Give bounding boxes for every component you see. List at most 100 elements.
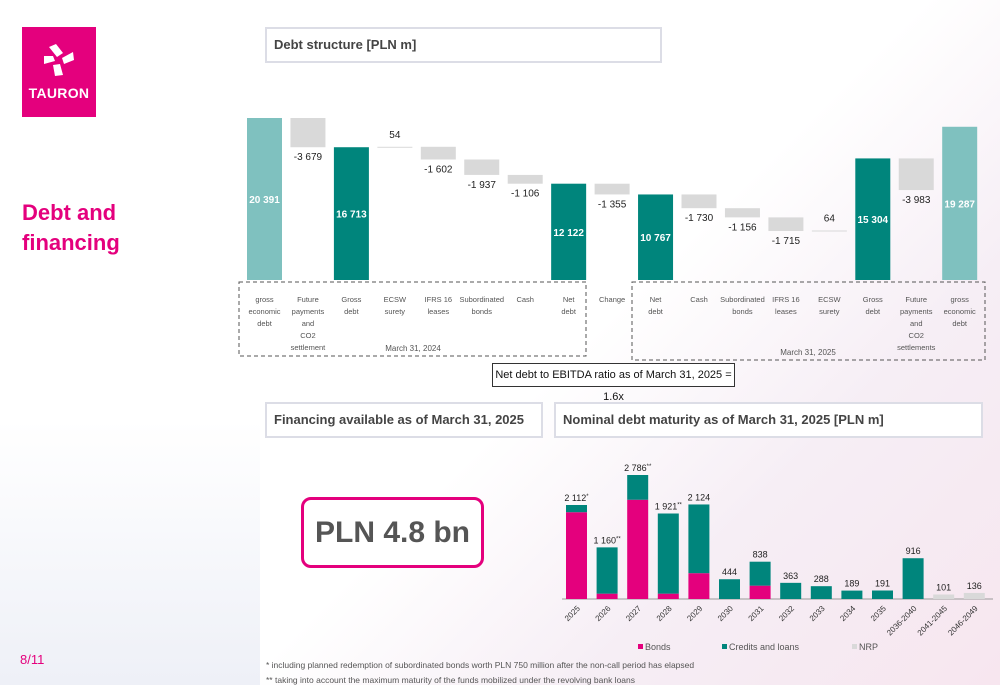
waterfall-bar (638, 194, 674, 280)
maturity-value-label: 1 921** (655, 501, 683, 511)
waterfall-category-label: debt (865, 307, 881, 316)
waterfall-value-label: -1 602 (424, 165, 453, 176)
waterfall-category-label: leases (775, 307, 797, 316)
waterfall-value-label: -1 937 (468, 180, 497, 191)
page-number: 8/11 (20, 652, 45, 667)
waterfall-value-label: -1 355 (598, 199, 627, 210)
debt-structure-title: Debt structure [PLN m] (265, 27, 662, 63)
waterfall-value-label: 64 (824, 214, 836, 225)
legend-label: Bonds (645, 642, 671, 652)
waterfall-category-label: leases (427, 307, 449, 316)
waterfall-value-label: -1 715 (772, 236, 801, 247)
waterfall-bar (551, 183, 587, 280)
waterfall-category-label: debt (648, 307, 664, 316)
maturity-value-label: 916 (906, 546, 921, 556)
waterfall-value-label: -3 679 (294, 152, 323, 163)
maturity-bar-segment (596, 547, 618, 594)
waterfall-value-label: -3 983 (902, 195, 931, 206)
waterfall-bar (724, 208, 760, 218)
maturity-category-label: 2033 (808, 604, 827, 623)
waterfall-category-label: debt (561, 307, 577, 316)
ratio-note: Net debt to EBITDA ratio as of March 31,… (492, 363, 735, 403)
maturity-category-label: 2025 (563, 604, 582, 623)
waterfall-category-label: gross (951, 295, 970, 304)
maturity-title: Nominal debt maturity as of March 31, 20… (554, 402, 983, 438)
legend-label: NRP (859, 642, 878, 652)
maturity-value-label: 288 (814, 574, 829, 584)
maturity-category-label: 2031 (747, 604, 766, 623)
maturity-bar-segment (780, 582, 802, 599)
logo-mark-icon (44, 44, 74, 76)
maturity-category-label: 2032 (777, 604, 796, 623)
waterfall-category-label: Gross (863, 295, 883, 304)
maturity-bar-segment (688, 504, 710, 574)
maturity-bar-segment (872, 590, 893, 599)
waterfall-category-label: ECSW (384, 295, 407, 304)
maturity-bar-segment (657, 593, 679, 599)
waterfall-bar (898, 158, 934, 191)
maturity-category-label: 2028 (655, 604, 674, 623)
maturity-category-label: 2036-2040 (885, 604, 919, 638)
maturity-value-label: 101 (936, 583, 951, 593)
waterfall-value-label: 12 122 (553, 228, 584, 239)
maturity-value-label: 363 (783, 571, 798, 581)
maturity-value-label: 191 (875, 578, 890, 588)
maturity-bar-segment (841, 590, 863, 599)
maturity-bar-segment (749, 585, 771, 599)
waterfall-bar (855, 158, 891, 280)
waterfall-value-label: 54 (389, 130, 401, 141)
financing-title: Financing available as of March 31, 2025 (265, 402, 543, 438)
waterfall-bar (464, 159, 500, 175)
group-box-2025 (631, 281, 986, 361)
maturity-value-label: 838 (753, 550, 768, 560)
background-shade (0, 420, 260, 685)
maturity-category-label: 2030 (716, 604, 735, 623)
waterfall-category-label: Future (297, 295, 319, 304)
waterfall-category-label: payments (292, 307, 325, 316)
waterfall-category-label: debt (952, 319, 968, 328)
legend-label: Credits and loans (729, 642, 800, 652)
waterfall-value-label: -1 156 (728, 222, 757, 233)
waterfall-category-label: Cash (516, 295, 534, 304)
side-title-line2: financing (22, 230, 120, 255)
footnote-2: ** taking into account the maximum matur… (266, 675, 636, 685)
group-label-2025: March 31, 2025 (780, 348, 836, 357)
waterfall-category-label: Net (563, 295, 576, 304)
waterfall-value-label: -1 106 (511, 189, 540, 200)
waterfall-category-label: economic (248, 307, 280, 316)
maturity-bar-segment (719, 579, 740, 599)
legend-swatch (722, 644, 727, 649)
waterfall-category-label: surety (819, 307, 840, 316)
maturity-value-label: 1 160** (593, 535, 621, 545)
maturity-bar-segment (657, 513, 679, 594)
maturity-bar-segment (566, 504, 587, 513)
side-title: Debt and financing (22, 198, 172, 258)
waterfall-chart: 20 391 gross economic debt -3 679 Future payme… (238, 118, 986, 361)
waterfall-category-label: settlements (897, 343, 936, 352)
waterfall-bar (681, 194, 717, 209)
waterfall-category-label: bonds (732, 307, 753, 316)
logo-text: TAURON (28, 85, 90, 101)
maturity-bar-segment (688, 573, 710, 599)
waterfall-bar (811, 230, 847, 232)
waterfall-bar (507, 174, 543, 184)
waterfall-category-label: debt (257, 319, 273, 328)
waterfall-category-label: and (910, 319, 923, 328)
waterfall-category-label: gross (255, 295, 274, 304)
maturity-bar-segment (566, 512, 587, 599)
maturity-value-label: 136 (967, 581, 982, 591)
waterfall-category-label: IFRS 16 (425, 295, 453, 304)
maturity-category-label: 2041-2045 (916, 604, 950, 638)
group-label-2024: March 31, 2024 (385, 344, 441, 353)
waterfall-value-label: 16 713 (336, 210, 367, 221)
waterfall-category-label: Net (650, 295, 663, 304)
maturity-bar-segment (810, 586, 832, 599)
maturity-value-label: 2 786** (624, 463, 652, 473)
legend-swatch (852, 644, 857, 649)
waterfall-value-label: 15 304 (858, 215, 889, 226)
waterfall-bar (290, 118, 326, 148)
footnote-1: * including planned redemption of subord… (266, 660, 695, 670)
maturity-category-label: 2027 (624, 604, 643, 623)
waterfall-bar (247, 118, 282, 280)
legend-swatch (638, 644, 643, 649)
